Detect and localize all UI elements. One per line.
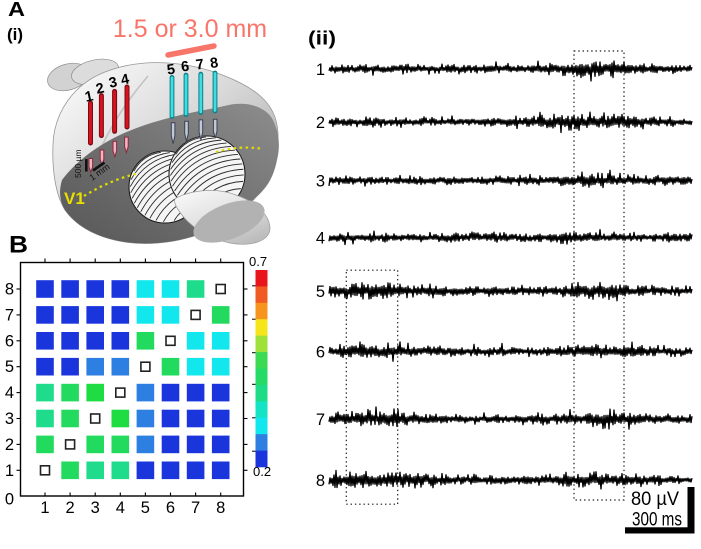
svg-text:7: 7 [316,411,325,429]
svg-text:4: 4 [316,229,325,247]
svg-text:B: B [9,232,28,259]
svg-text:8: 8 [5,281,14,299]
svg-text:1: 1 [40,499,49,517]
svg-text:6: 6 [5,332,14,350]
svg-text:(i): (i) [7,25,23,44]
svg-text:0.2: 0.2 [253,464,271,479]
svg-text:3: 3 [5,410,14,428]
svg-text:7: 7 [191,499,200,517]
svg-text:2: 2 [316,114,325,132]
svg-text:5: 5 [5,358,14,376]
svg-text:2: 2 [95,80,106,97]
svg-text:4: 4 [5,384,14,402]
svg-text:4: 4 [116,499,125,517]
svg-text:1: 1 [316,61,325,79]
svg-text:2: 2 [66,499,75,517]
svg-text:0.7: 0.7 [249,254,267,269]
svg-text:8: 8 [316,472,325,490]
svg-text:8: 8 [209,55,219,72]
svg-text:1.5 or 3.0 mm: 1.5 or 3.0 mm [113,15,267,43]
svg-text:0: 0 [5,491,14,509]
svg-text:3: 3 [91,499,100,517]
svg-text:6: 6 [316,343,325,361]
svg-text:5: 5 [141,499,150,517]
svg-text:1: 1 [5,462,14,480]
svg-text:300 ms: 300 ms [632,509,682,531]
svg-text:80 µV: 80 µV [631,488,679,510]
svg-text:500 µm: 500 µm [73,149,83,178]
svg-text:7: 7 [195,57,205,74]
svg-text:5: 5 [316,283,325,301]
svg-text:A: A [8,0,25,21]
svg-text:4: 4 [120,71,131,88]
svg-text:6: 6 [166,499,175,517]
svg-text:5: 5 [166,62,176,79]
svg-text:(ii): (ii) [308,29,336,50]
svg-text:V1: V1 [64,189,85,208]
svg-text:2: 2 [5,436,14,454]
svg-text:3: 3 [316,172,325,190]
svg-text:3: 3 [108,74,119,91]
svg-text:7: 7 [5,306,14,324]
svg-text:1: 1 [84,88,95,105]
svg-text:6: 6 [180,59,190,76]
svg-text:8: 8 [216,499,225,517]
